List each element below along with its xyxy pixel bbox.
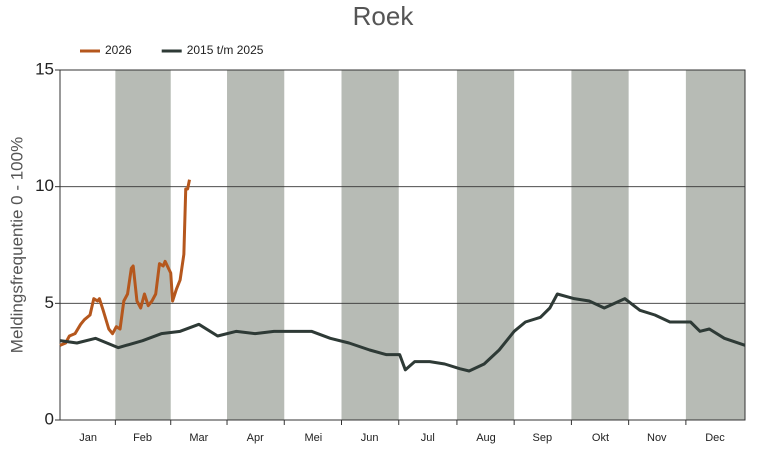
x-tick-label: Apr bbox=[247, 432, 264, 444]
legend-label: 2026 bbox=[105, 43, 132, 57]
month-band bbox=[115, 70, 171, 420]
series-line bbox=[59, 292, 746, 373]
x-tick-label: Dec bbox=[705, 432, 725, 444]
month-band bbox=[571, 70, 629, 420]
month-band bbox=[685, 70, 745, 420]
x-tick-label: Sep bbox=[533, 432, 553, 444]
x-tick-label: Feb bbox=[133, 432, 152, 444]
x-tick-label: Okt bbox=[592, 432, 609, 444]
y-tick-label: 10 bbox=[35, 176, 54, 195]
x-tick-label: Mei bbox=[304, 432, 322, 444]
chart-title: Roek bbox=[353, 1, 415, 31]
plot-frame bbox=[59, 69, 746, 421]
y-tick-label: 0 bbox=[45, 409, 54, 428]
month-band bbox=[341, 70, 399, 420]
x-tick-label: Jun bbox=[361, 432, 379, 444]
month-band bbox=[456, 70, 515, 420]
x-tick-label: Jan bbox=[79, 432, 97, 444]
month-band bbox=[227, 70, 285, 420]
x-tick-label: Mar bbox=[189, 432, 208, 444]
series-line bbox=[59, 179, 191, 347]
x-tick-label: Aug bbox=[476, 432, 496, 444]
x-tick-label: Nov bbox=[647, 432, 667, 444]
y-tick-label: 5 bbox=[45, 293, 54, 312]
x-tick-label: Jul bbox=[421, 432, 435, 444]
legend-label: 2015 t/m 2025 bbox=[187, 43, 264, 57]
y-axis-label: Meldingsfrequentie 0 - 100% bbox=[7, 137, 26, 353]
y-tick-label: 15 bbox=[35, 59, 54, 78]
